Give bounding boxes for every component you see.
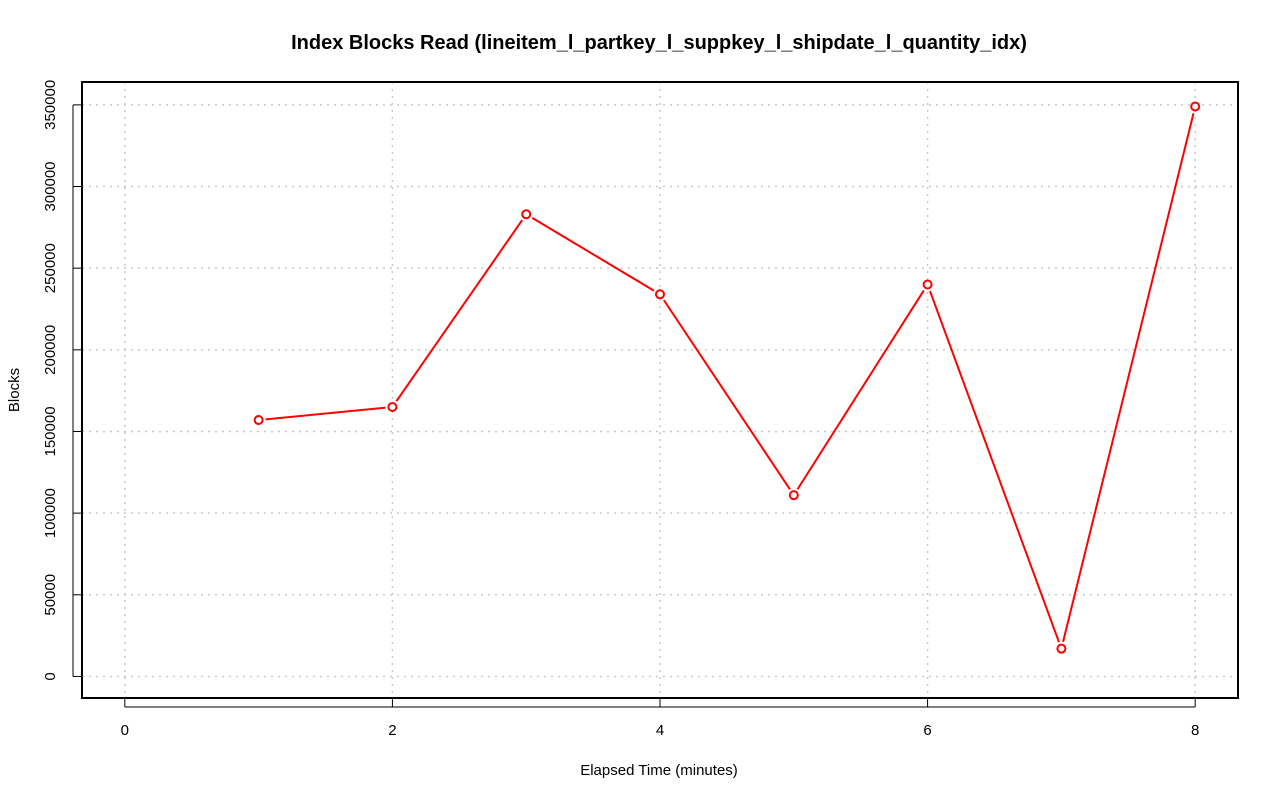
x-tick-label: 0 xyxy=(121,722,129,739)
series-line-segment xyxy=(265,406,386,421)
x-tick-label: 2 xyxy=(388,722,396,739)
y-tick-label: 250000 xyxy=(42,243,59,293)
x-tick-label: 6 xyxy=(923,722,931,739)
chart-title: Index Blocks Read (lineitem_l_partkey_l_… xyxy=(291,32,1027,54)
data-point xyxy=(1190,101,1201,112)
data-point xyxy=(387,401,398,412)
data-point xyxy=(788,490,799,501)
y-tick-label: 150000 xyxy=(42,406,59,456)
series-line-segment xyxy=(796,289,925,490)
series-line-segment xyxy=(663,299,791,490)
series-line-segment xyxy=(929,290,1060,643)
series-line-segment xyxy=(395,219,524,402)
data-point xyxy=(521,209,532,220)
data-point xyxy=(655,289,665,300)
data-point xyxy=(253,415,264,426)
x-tick-label: 8 xyxy=(1191,722,1199,739)
x-tick-label: 4 xyxy=(656,722,664,739)
plot-frame xyxy=(81,81,1239,699)
y-tick-label: 350000 xyxy=(42,80,59,130)
axes: 0 2 4 6 8 0 50000 100000 150000 200000 250000 30000… xyxy=(42,80,1199,739)
series-line-segment xyxy=(531,217,655,292)
grid xyxy=(82,82,1238,698)
series-line-segment xyxy=(1062,113,1195,643)
x-axis-label: Elapsed Time (minutes) xyxy=(580,762,738,779)
data-point xyxy=(922,279,933,290)
y-tick-label: 100000 xyxy=(42,488,59,538)
series-layer xyxy=(253,101,1201,654)
y-tick-label: 300000 xyxy=(42,161,59,211)
data-point xyxy=(1056,643,1067,654)
y-tick-label: 50000 xyxy=(42,574,59,616)
y-tick-label: 200000 xyxy=(42,325,59,375)
y-tick-label: 0 xyxy=(42,672,59,680)
y-axis-label: Blocks xyxy=(6,368,23,412)
